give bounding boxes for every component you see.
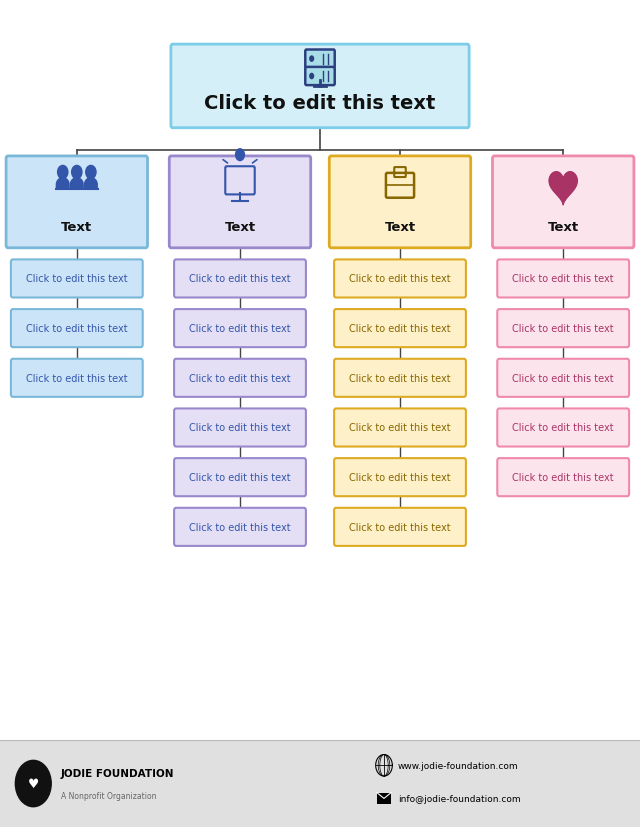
Text: Click to edit this text: Click to edit this text xyxy=(189,472,291,483)
Text: JODIE FOUNDATION: JODIE FOUNDATION xyxy=(61,767,174,778)
FancyBboxPatch shape xyxy=(174,359,306,398)
FancyBboxPatch shape xyxy=(169,157,311,248)
Circle shape xyxy=(58,166,68,179)
Circle shape xyxy=(309,74,314,80)
Text: Click to edit this text: Click to edit this text xyxy=(513,323,614,334)
Circle shape xyxy=(309,56,314,63)
Text: Text: Text xyxy=(61,221,92,234)
Text: Click to edit this text: Click to edit this text xyxy=(189,373,291,384)
FancyBboxPatch shape xyxy=(305,68,335,86)
Polygon shape xyxy=(549,173,577,205)
Text: info@jodie-foundation.com: info@jodie-foundation.com xyxy=(398,794,521,803)
Text: Click to edit this text: Click to edit this text xyxy=(26,373,127,384)
Text: ♥: ♥ xyxy=(28,777,39,790)
Text: Text: Text xyxy=(548,221,579,234)
Text: Click to edit this text: Click to edit this text xyxy=(26,323,127,334)
FancyBboxPatch shape xyxy=(497,458,629,496)
FancyBboxPatch shape xyxy=(305,50,335,69)
FancyBboxPatch shape xyxy=(174,409,306,447)
FancyBboxPatch shape xyxy=(334,458,466,496)
FancyBboxPatch shape xyxy=(171,45,469,128)
Text: Click to edit this text: Click to edit this text xyxy=(189,522,291,533)
Text: Click to edit this text: Click to edit this text xyxy=(513,373,614,384)
Text: Click to edit this text: Click to edit this text xyxy=(189,423,291,433)
FancyBboxPatch shape xyxy=(497,409,629,447)
FancyBboxPatch shape xyxy=(377,792,391,804)
FancyBboxPatch shape xyxy=(497,260,629,299)
Text: Click to edit this text: Click to edit this text xyxy=(349,274,451,284)
Text: Text: Text xyxy=(225,221,255,234)
Text: Click to edit this text: Click to edit this text xyxy=(189,274,291,284)
Text: Click to edit this text: Click to edit this text xyxy=(349,423,451,433)
Text: Click to edit this text: Click to edit this text xyxy=(26,274,127,284)
FancyBboxPatch shape xyxy=(174,458,306,496)
Text: Click to edit this text: Click to edit this text xyxy=(513,274,614,284)
FancyBboxPatch shape xyxy=(493,157,634,248)
FancyBboxPatch shape xyxy=(497,359,629,398)
Text: Click to edit this text: Click to edit this text xyxy=(349,323,451,334)
Circle shape xyxy=(72,166,82,179)
Text: Click to edit this text: Click to edit this text xyxy=(513,423,614,433)
Text: Click to edit this text: Click to edit this text xyxy=(189,323,291,334)
FancyBboxPatch shape xyxy=(174,260,306,299)
FancyBboxPatch shape xyxy=(174,508,306,547)
Text: Click to edit this text: Click to edit this text xyxy=(204,94,436,112)
FancyBboxPatch shape xyxy=(11,359,143,398)
Circle shape xyxy=(235,149,245,162)
Text: A Nonprofit Organization: A Nonprofit Organization xyxy=(61,791,156,800)
FancyBboxPatch shape xyxy=(11,260,143,299)
Text: www.jodie-foundation.com: www.jodie-foundation.com xyxy=(398,761,518,770)
FancyBboxPatch shape xyxy=(6,157,148,248)
Circle shape xyxy=(86,166,96,179)
FancyBboxPatch shape xyxy=(497,309,629,347)
FancyBboxPatch shape xyxy=(334,508,466,547)
FancyBboxPatch shape xyxy=(334,309,466,347)
FancyBboxPatch shape xyxy=(334,260,466,299)
Text: Click to edit this text: Click to edit this text xyxy=(513,472,614,483)
Bar xyxy=(0,740,640,827)
FancyBboxPatch shape xyxy=(334,409,466,447)
FancyBboxPatch shape xyxy=(334,359,466,398)
Text: Text: Text xyxy=(385,221,415,234)
FancyBboxPatch shape xyxy=(174,309,306,347)
FancyBboxPatch shape xyxy=(329,157,471,248)
Text: Click to edit this text: Click to edit this text xyxy=(349,373,451,384)
Circle shape xyxy=(15,761,51,807)
Text: Click to edit this text: Click to edit this text xyxy=(349,472,451,483)
Text: Click to edit this text: Click to edit this text xyxy=(349,522,451,533)
FancyBboxPatch shape xyxy=(11,309,143,347)
